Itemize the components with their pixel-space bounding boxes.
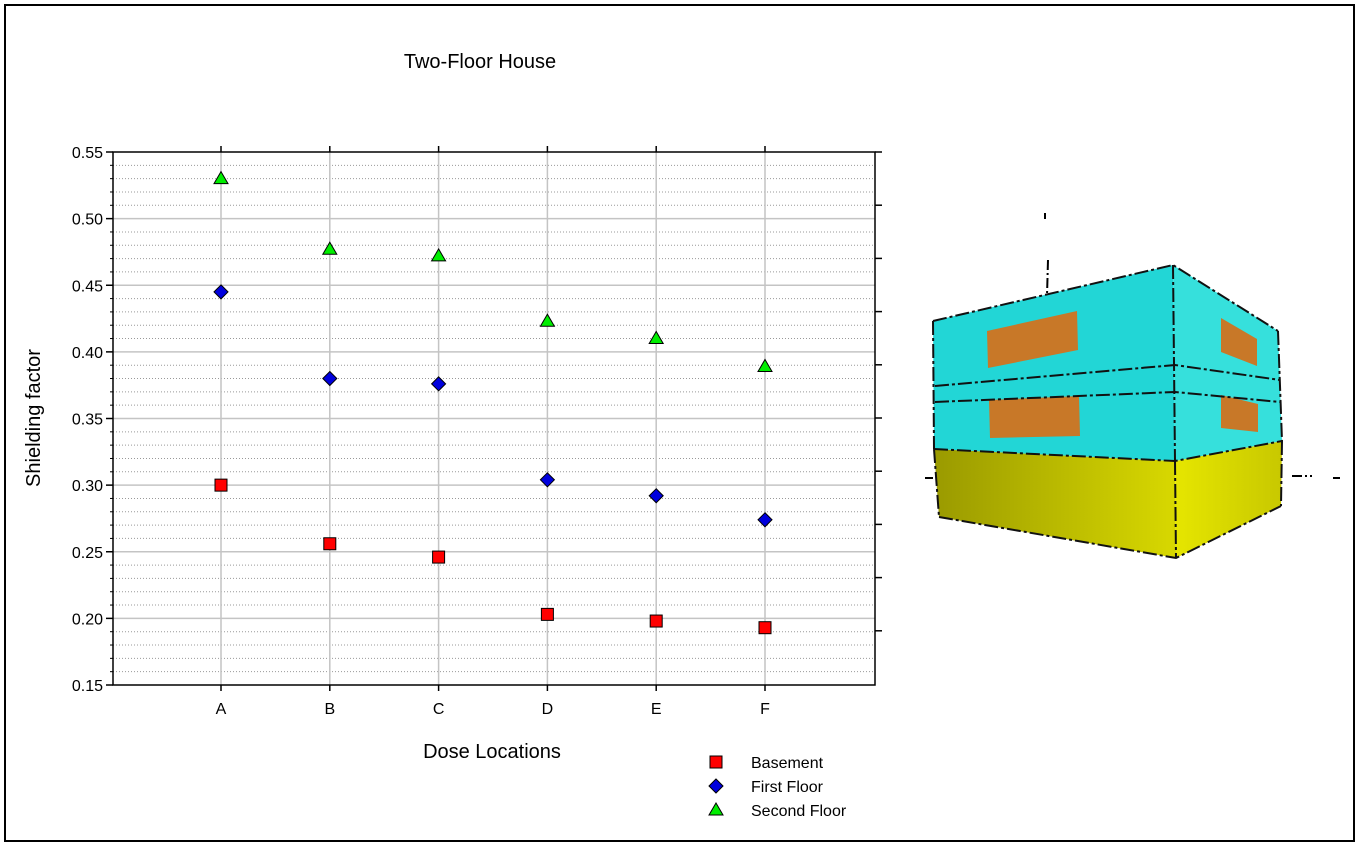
second-floor-point bbox=[757, 358, 773, 373]
x-tick-label: E bbox=[651, 701, 662, 718]
first-floor-point bbox=[213, 284, 229, 300]
basement-point bbox=[649, 614, 663, 628]
x-tick-label: D bbox=[542, 701, 554, 718]
legend-marker-basement bbox=[709, 755, 723, 769]
y-tick-label: 0.40 bbox=[72, 345, 103, 362]
y-tick-label: 0.20 bbox=[72, 611, 103, 628]
y-tick-label: 0.25 bbox=[72, 545, 103, 562]
basement-point bbox=[758, 621, 772, 635]
basement-point bbox=[323, 537, 337, 551]
second-floor-point bbox=[648, 330, 665, 345]
grid bbox=[113, 152, 875, 685]
x-tick-label: B bbox=[324, 701, 335, 718]
second-floor-point bbox=[539, 313, 556, 327]
house-window bbox=[1221, 395, 1258, 432]
axes: 0.15 0.20 0.25 0.30 0.35 0.40 0.45 0.50 0.55 A B C D… bbox=[72, 145, 882, 718]
chart-title: Two-Floor House bbox=[404, 51, 556, 73]
first-floor-point bbox=[322, 370, 338, 387]
legend-label-basement: Basement bbox=[751, 755, 824, 772]
y-axis-label: Shielding factor bbox=[23, 349, 45, 487]
legend-marker-first-floor bbox=[708, 778, 724, 794]
data-marks bbox=[213, 170, 773, 635]
basement-point bbox=[540, 607, 554, 621]
y-tick-label: 0.55 bbox=[72, 145, 103, 162]
first-floor-point bbox=[430, 376, 447, 392]
first-floor-point bbox=[539, 472, 556, 488]
legend-marker-second-floor bbox=[708, 802, 724, 816]
x-axis-label: Dose Locations bbox=[423, 741, 561, 763]
house-basement-side bbox=[1175, 441, 1282, 558]
first-floor-point bbox=[648, 488, 664, 504]
basement-point bbox=[214, 478, 228, 492]
house-window bbox=[1221, 318, 1257, 366]
first-floor-point bbox=[757, 512, 773, 528]
x-tick-label: F bbox=[760, 701, 770, 718]
y-tick-label: 0.15 bbox=[72, 678, 103, 695]
y-tick-label: 0.50 bbox=[72, 212, 103, 229]
legend-label-first-floor: First Floor bbox=[751, 779, 824, 796]
house-window bbox=[987, 311, 1078, 368]
x-tick-label: C bbox=[433, 701, 445, 718]
second-floor-point bbox=[430, 247, 447, 262]
legend: Basement First Floor Second Floor bbox=[708, 755, 847, 820]
second-floor-point bbox=[321, 241, 338, 255]
y-tick-label: 0.45 bbox=[72, 278, 103, 295]
basement-point bbox=[432, 550, 446, 564]
x-tick-label: A bbox=[216, 701, 227, 718]
house-window bbox=[989, 396, 1080, 438]
y-tick-label: 0.35 bbox=[72, 412, 103, 429]
house-illustration bbox=[925, 213, 1340, 560]
house-basement-front bbox=[934, 449, 1176, 558]
y-tick-label: 0.30 bbox=[72, 478, 103, 495]
legend-label-second-floor: Second Floor bbox=[751, 803, 847, 820]
second-floor-point bbox=[213, 170, 229, 185]
house-upper-side bbox=[1173, 265, 1282, 461]
